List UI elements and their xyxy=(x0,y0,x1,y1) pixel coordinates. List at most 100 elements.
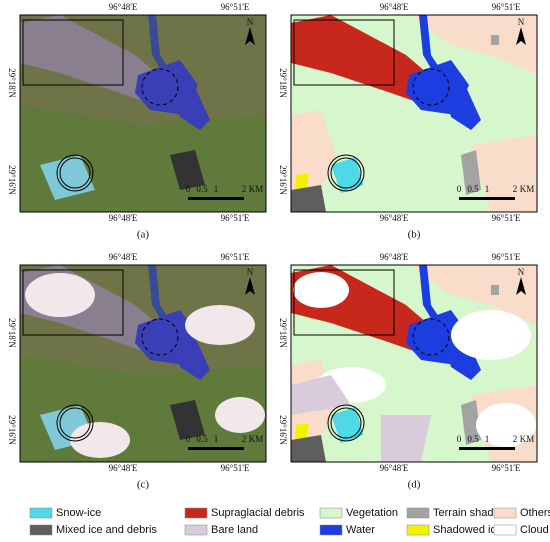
lake xyxy=(406,60,481,130)
terrain-shadows xyxy=(461,285,499,445)
map-panel: N 0 0.5 1 2 KM 96°48'E 96°48'E 96°51'E 96°51'E 29°… xyxy=(7,2,267,241)
snow-ice xyxy=(331,407,363,443)
debris xyxy=(291,15,441,107)
river xyxy=(148,15,170,75)
scale-label: 1 xyxy=(485,434,490,444)
lon-label: 96°48'E xyxy=(380,463,409,473)
cloud xyxy=(451,310,531,360)
scale-label: 0.5 xyxy=(196,434,208,444)
ice-circle xyxy=(56,154,94,192)
lat-label: 29°16'N xyxy=(7,415,17,445)
lat-label: 29°16'N xyxy=(278,415,288,445)
frame xyxy=(19,264,267,463)
legend-label: Vegetation xyxy=(346,507,398,519)
legend-swatch xyxy=(184,524,208,536)
north-label: N xyxy=(518,17,525,27)
lon-label: 96°48'E xyxy=(109,463,138,473)
scale-label: KM xyxy=(249,434,264,444)
study-box xyxy=(293,19,395,86)
north-arrow xyxy=(245,27,255,45)
ice-circle xyxy=(330,157,362,189)
map-panel: N 0 0.5 1 2 KM 96°48'E 96°48'E 96°51'E 96°51'E 29°… xyxy=(278,252,538,491)
scale-label: 0 xyxy=(457,184,462,194)
lon-label: 96°48'E xyxy=(109,252,138,262)
cloud xyxy=(70,422,130,458)
glacier xyxy=(20,15,170,107)
frame xyxy=(290,14,538,213)
lon-label: 96°51'E xyxy=(221,2,250,12)
study-box xyxy=(22,269,124,336)
scale-label: 1 xyxy=(485,184,490,194)
lake xyxy=(135,60,210,130)
ice-circle xyxy=(59,407,91,439)
lake-circle xyxy=(412,318,450,356)
ice-circle xyxy=(330,407,362,439)
north-label: N xyxy=(518,267,525,277)
river xyxy=(419,265,441,325)
snow xyxy=(40,155,95,200)
scale-label: 2 xyxy=(242,434,247,444)
legend-swatch xyxy=(406,524,430,536)
lake-circle xyxy=(141,68,179,106)
scale-label: 1 xyxy=(214,434,219,444)
scale-label: 1 xyxy=(214,184,219,194)
scale-label: 0 xyxy=(186,434,191,444)
legend-swatch xyxy=(319,524,343,536)
scale-label: 2 xyxy=(513,434,518,444)
cloud xyxy=(185,305,255,345)
lat-label: 29°18'N xyxy=(278,68,288,98)
scale-label: 2 xyxy=(242,184,247,194)
lon-label: 96°48'E xyxy=(109,2,138,12)
lon-label: 96°48'E xyxy=(380,213,409,223)
terrain-shadows xyxy=(461,35,499,195)
scale-bar xyxy=(188,447,244,450)
cloud xyxy=(215,397,265,433)
scale-bar xyxy=(459,197,515,200)
panel-caption: (c) xyxy=(137,479,150,491)
river xyxy=(148,265,170,325)
frame xyxy=(290,264,538,463)
panel-caption: (b) xyxy=(408,229,421,241)
lat-label: 29°16'N xyxy=(278,165,288,195)
scale-label: KM xyxy=(520,184,535,194)
legend-swatch xyxy=(406,507,430,519)
study-box xyxy=(22,19,124,86)
map-panel: N 0 0.5 1 2 KM 96°48'E 96°48'E 96°51'E 96°51'E 29°… xyxy=(278,2,538,241)
scale-label: 0.5 xyxy=(467,184,479,194)
map-image xyxy=(291,15,537,212)
north-label: N xyxy=(247,267,254,277)
legend-label: Water xyxy=(346,524,375,536)
lon-label: 96°51'E xyxy=(221,252,250,262)
legend-swatch xyxy=(493,524,517,536)
lon-label: 96°51'E xyxy=(492,213,521,223)
cloud xyxy=(25,273,95,317)
lat-label: 29°18'N xyxy=(7,318,17,348)
scale-label: 0 xyxy=(457,434,462,444)
map-image xyxy=(291,265,537,462)
study-box xyxy=(293,269,395,336)
legend-swatch xyxy=(29,507,53,519)
lon-label: 96°48'E xyxy=(380,2,409,12)
legend-label: Bare land xyxy=(211,524,258,536)
legend-label: Supraglacial debris xyxy=(211,507,305,519)
scale-label: 0 xyxy=(186,184,191,194)
lon-label: 96°51'E xyxy=(221,463,250,473)
map-image xyxy=(20,15,266,212)
map-panel: N 0 0.5 1 2 KM 96°48'E 96°48'E 96°51'E 96°51'E 29°… xyxy=(7,252,267,491)
bare-land xyxy=(291,375,431,462)
panel-caption: (a) xyxy=(137,229,150,241)
scale-bar xyxy=(188,197,244,200)
shadow xyxy=(170,400,205,440)
legend-label: Terrain shadows xyxy=(433,507,514,519)
lat-label: 29°18'N xyxy=(278,318,288,348)
scale-label: KM xyxy=(520,434,535,444)
north-arrow xyxy=(516,27,526,45)
lon-label: 96°51'E xyxy=(492,463,521,473)
lon-label: 96°51'E xyxy=(492,252,521,262)
scale-label: KM xyxy=(249,184,264,194)
scale-label: 2 xyxy=(513,184,518,194)
ice-circle xyxy=(327,154,365,192)
lon-label: 96°51'E xyxy=(221,213,250,223)
lake-circle xyxy=(141,318,179,356)
